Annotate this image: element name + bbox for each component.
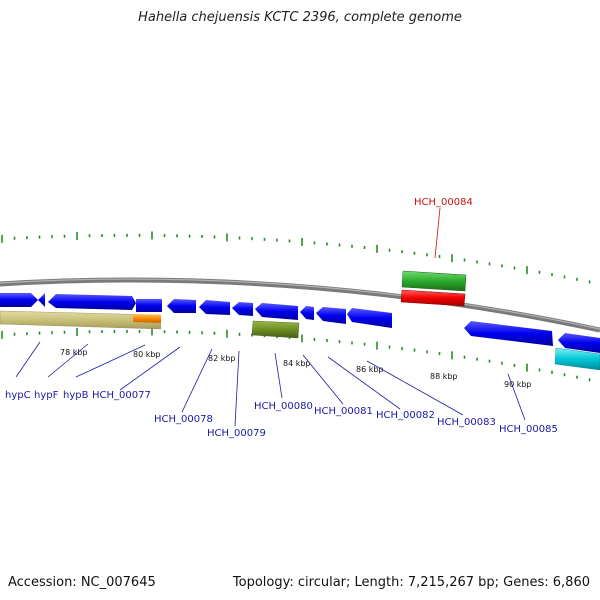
cds-arrow	[464, 321, 553, 346]
gene-label-hch00084: HCH_00084	[414, 197, 473, 208]
cds-arrow	[347, 308, 392, 328]
topology-text: Topology: circular; Length: 7,215,267 bp…	[232, 575, 590, 590]
scale-labels: 78 kbp 80 kbp 82 kbp 84 kbp 86 kbp 88 kb…	[60, 348, 532, 389]
leader-line-hypB	[75, 344, 146, 378]
gene-label-hch00081: HCH_00081	[314, 406, 373, 417]
cds-arrow	[38, 293, 45, 307]
leader-line-hch00080	[274, 352, 283, 399]
match-feature-green	[401, 270, 467, 292]
genome-backbone-highlight	[0, 278, 600, 330]
match-feature-orange	[133, 314, 161, 323]
gene-label-hch00082: HCH_00082	[376, 410, 435, 421]
gene-labels: hypC hypF hypB HCH_00077 HCH_00078 HCH_0…	[5, 197, 558, 439]
leader-line-hch00082	[327, 356, 401, 410]
scale-label-84kbp: 84 kbp	[283, 359, 311, 368]
scale-label-80kbp: 80 kbp	[133, 350, 161, 359]
gene-label-hch00083: HCH_00083	[437, 417, 496, 428]
gene-hch00084-arrow	[400, 289, 466, 307]
accession-text: Accession: NC_007645	[8, 575, 156, 590]
leader-line-hypC	[15, 341, 41, 378]
cds-arrow	[255, 303, 298, 320]
cds-arrow	[558, 333, 600, 353]
scale-label-86kbp: 86 kbp	[356, 365, 384, 374]
match-feature-khaki	[0, 310, 162, 330]
outer-tick-track	[1, 231, 591, 284]
cds-arrow	[232, 302, 253, 316]
match-feature-cyan	[554, 347, 600, 371]
gene-label-hch00079: HCH_00079	[207, 428, 266, 439]
cds-track	[0, 293, 600, 353]
scale-label-88kbp: 88 kbp	[430, 372, 458, 381]
leader-line-hypF	[47, 343, 89, 378]
gene-label-hch00080: HCH_00080	[254, 401, 313, 412]
cds-arrow	[167, 299, 196, 313]
leader-line-hch00077	[119, 346, 181, 391]
cds-arrow	[300, 306, 314, 320]
cds-arrow	[48, 294, 136, 310]
gene-label-hch00085: HCH_00085	[499, 424, 558, 435]
map-title: Hahella chejuensis KCTC 2396, complete g…	[138, 10, 462, 25]
leader-line-hch00083	[366, 360, 464, 416]
leader-line-hch00081	[302, 354, 344, 405]
gene-label-hypC: hypC	[5, 390, 31, 401]
scale-label-82kbp: 82 kbp	[208, 354, 236, 363]
gene-label-hch00078: HCH_00078	[154, 414, 213, 425]
leader-line-hch00085	[507, 373, 526, 421]
scale-label-90kbp: 90 kbp	[504, 380, 532, 389]
gene-label-hypF: hypF	[34, 390, 59, 401]
leader-line-hch00078	[181, 348, 213, 413]
cds-arrow	[316, 307, 346, 324]
scale-label-78kbp: 78 kbp	[60, 348, 88, 357]
leader-line-hch00079	[234, 350, 240, 427]
cds-arrow	[0, 293, 38, 307]
cds-arrow	[136, 299, 162, 312]
match-feature-olive	[251, 320, 300, 339]
leader-line-hch00084	[434, 207, 441, 259]
gene-label-hch00077: HCH_00077	[92, 390, 151, 401]
genome-backbone	[0, 277, 600, 333]
cds-arrow	[199, 300, 230, 315]
gene-label-hypB: hypB	[63, 390, 89, 401]
label-leader-lines	[15, 207, 526, 427]
